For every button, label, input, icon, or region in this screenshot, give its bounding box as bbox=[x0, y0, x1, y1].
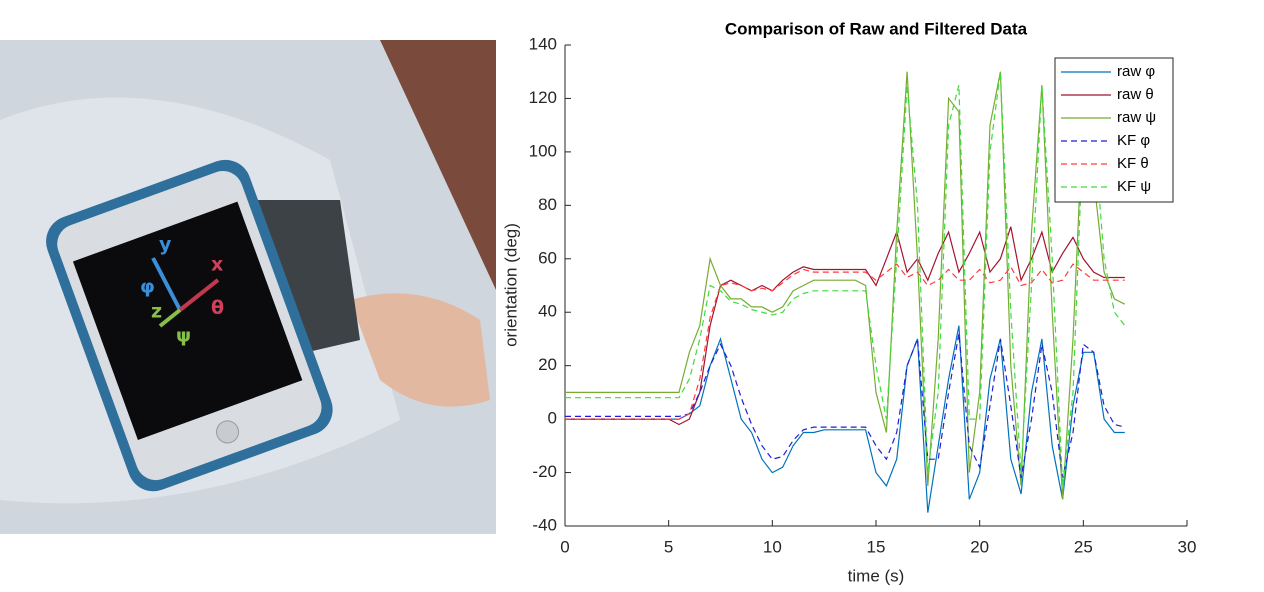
legend-label: raw ψ bbox=[1117, 109, 1156, 126]
axis-arrow bbox=[151, 257, 182, 311]
legend-box bbox=[1054, 57, 1174, 203]
data-line bbox=[565, 71, 1126, 486]
photo-label: z bbox=[151, 301, 162, 323]
y-tick-label: 140 bbox=[529, 34, 557, 53]
data-line bbox=[565, 333, 1125, 479]
chart-title: Comparison of Raw and Filtered Data bbox=[725, 19, 1028, 38]
x-axis-label: time (s) bbox=[848, 566, 905, 585]
y-tick-label: 20 bbox=[538, 355, 557, 374]
y-tick-label: 80 bbox=[538, 195, 557, 214]
axis-arrow bbox=[178, 278, 220, 312]
y-tick-label: 120 bbox=[529, 88, 557, 107]
photo-label: φ bbox=[140, 276, 155, 298]
y-tick-label: 0 bbox=[548, 409, 557, 428]
y-tick-label: 60 bbox=[538, 248, 557, 267]
x-tick-label: 10 bbox=[763, 537, 782, 556]
x-tick-label: 0 bbox=[560, 537, 569, 556]
legend-label: raw φ bbox=[1117, 63, 1155, 80]
phone bbox=[46, 159, 333, 492]
legend-label: KF θ bbox=[1117, 155, 1149, 172]
photo-label: y bbox=[159, 234, 172, 256]
data-line bbox=[565, 226, 1125, 426]
x-tick-label: 20 bbox=[970, 537, 989, 556]
legend-label: KF ψ bbox=[1117, 178, 1151, 195]
axis-arrow bbox=[158, 308, 182, 328]
photo-label: ψ bbox=[176, 325, 191, 347]
photo: y φ x θ z ψ bbox=[0, 40, 496, 534]
legend-label: raw θ bbox=[1117, 86, 1154, 103]
legend-label: KF φ bbox=[1117, 132, 1150, 149]
phone-screen bbox=[72, 201, 303, 441]
y-axis-label: orientation (deg) bbox=[501, 223, 520, 347]
photo-label: x bbox=[211, 254, 223, 276]
x-tick-label: 15 bbox=[867, 537, 886, 556]
y-tick-label: 100 bbox=[529, 141, 557, 160]
home-button bbox=[216, 420, 240, 444]
y-tick-label: 40 bbox=[538, 302, 557, 321]
x-tick-label: 25 bbox=[1074, 537, 1093, 556]
y-tick-label: -40 bbox=[532, 515, 557, 534]
photo-label: θ bbox=[211, 297, 224, 319]
x-tick-label: 5 bbox=[664, 537, 673, 556]
data-line bbox=[565, 71, 1126, 500]
y-tick-label: -20 bbox=[532, 462, 557, 481]
x-tick-label: 30 bbox=[1178, 537, 1197, 556]
hand bbox=[350, 293, 490, 407]
